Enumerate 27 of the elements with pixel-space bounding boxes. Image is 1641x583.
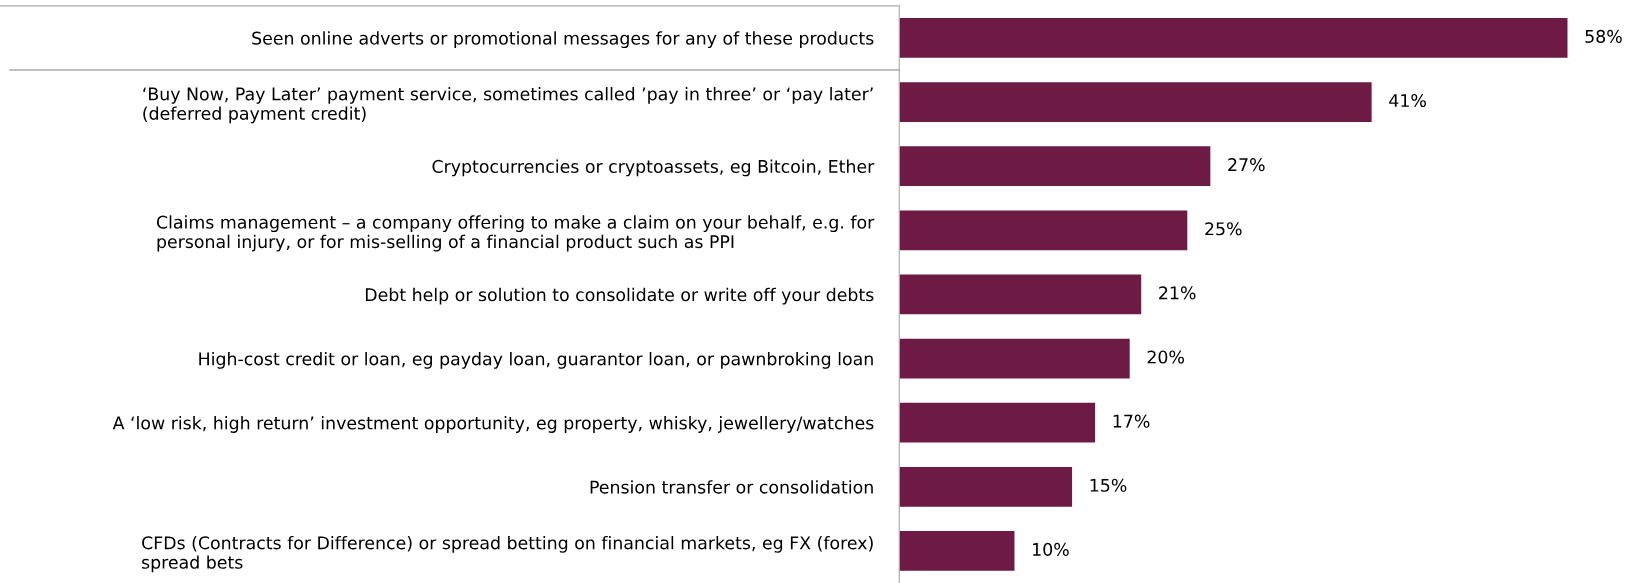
y-tick-label: ‘Buy Now, Pay Later’ payment service, sometimes called ’pay in three’ or ‘pay later’ (deferred payment credit) [143, 87, 873, 124]
y-tick-label: A ‘low risk, high return’ investment opportunity, eg property, whisky, jewellery/watches [112, 416, 874, 433]
bar [899, 210, 1188, 251]
data-label: 10% [1033, 542, 1069, 556]
data-label: 27% [1228, 158, 1265, 172]
y-tick-label: Seen online adverts or promotional messages for any of these products [252, 31, 874, 49]
data-label: 41% [1389, 93, 1426, 108]
y-tick-label: Pension transfer or consolidation [590, 480, 873, 494]
bar [899, 82, 1372, 122]
y-tick-label: High-cost credit or loan, eg payday loan, guarantor loan, or pawnbroking loan [199, 351, 873, 369]
data-label: 25% [1205, 222, 1242, 236]
data-label: 58% [1585, 29, 1622, 43]
bar [899, 18, 1568, 58]
bar [899, 466, 1073, 507]
y-tick-label: Debt help or solution to consolidate or write off your debts [365, 287, 874, 305]
bar [899, 274, 1142, 315]
bar [899, 146, 1211, 187]
data-label: 17% [1113, 414, 1150, 428]
y-tick-label: CFDs (Contracts for Difference) or spread betting on financial markets, eg FX (forex) spread bets [142, 535, 873, 573]
data-label: 21% [1159, 286, 1196, 300]
y-tick-label: Cryptocurrencies or cryptoassets, eg Bitcoin, Ether [432, 159, 875, 177]
bar [899, 338, 1130, 379]
bar [899, 531, 1015, 571]
data-label: 20% [1147, 350, 1184, 364]
data-label: 15% [1090, 478, 1127, 492]
bar [899, 402, 1096, 443]
y-tick-label: Claims management – a company offering to make a claim on your behalf, e.g. for personal injury, or for mis-selling of a financial product such as PPI [156, 215, 875, 252]
